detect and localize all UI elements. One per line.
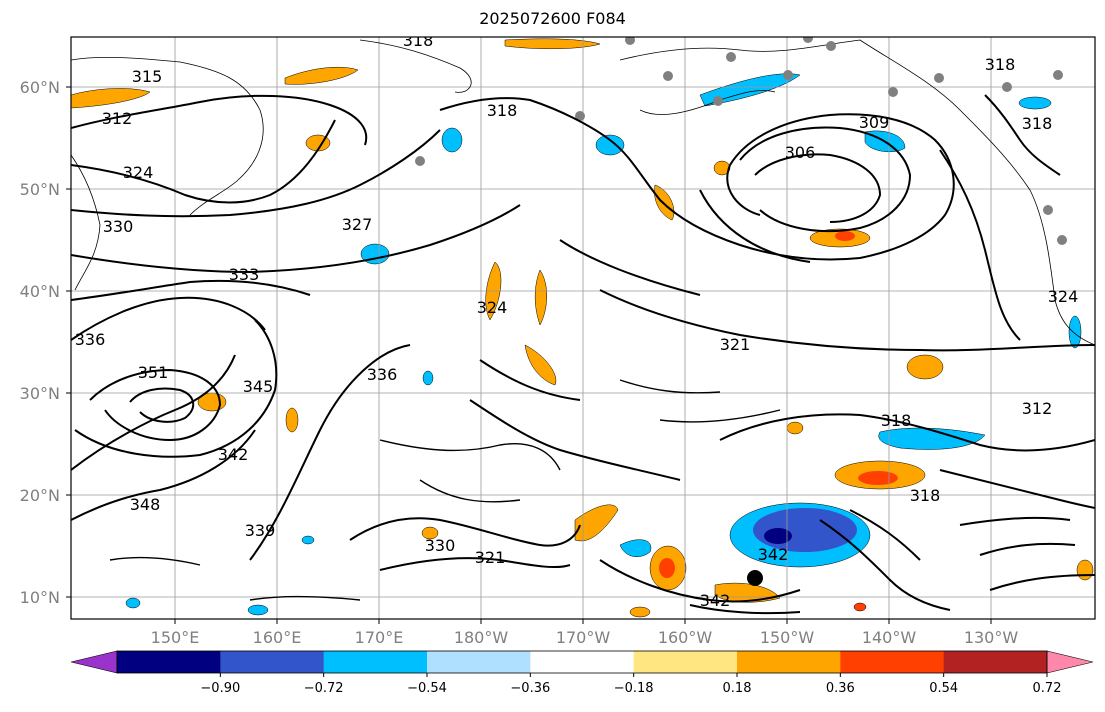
lat-axis: 10°N 20°N 30°N 40°N 50°N 60°N [20,78,71,607]
contour-label: 321 [475,548,506,567]
contour-labels: 318 315 312 324 330 327 333 336 351 345 … [75,31,1079,610]
contour-label: 318 [910,486,941,505]
contour-label: 330 [103,217,134,236]
colorbar-segment [530,651,635,673]
lat-label: 20°N [20,486,60,505]
lat-label: 30°N [20,384,60,403]
contour-label: 336 [367,365,398,384]
secondary-contours [109,379,781,601]
contour-label: 339 [245,521,276,540]
contour-label: 348 [130,495,161,514]
colorbar-tick-label: 0.54 [929,681,958,696]
contour-label: 330 [425,536,456,555]
colorbar-tick-label: 0.36 [826,681,855,696]
height-contours [71,94,1095,615]
colorbar-segment [840,651,945,673]
contour-label: 312 [1022,399,1053,418]
contour-label: 321 [720,335,751,354]
contour-label: 324 [477,298,508,317]
colorbar-extend-low [70,650,118,674]
contour-label: 318 [1022,114,1053,133]
colorbar-segment [117,651,221,673]
colorbar-tick-label: −0.72 [304,681,344,696]
colorbar: −0.90 −0.72 −0.54 −0.36 −0.18 0.18 0.36 0.54 0.7… [70,650,1094,696]
colorbar-tick-label: −0.36 [510,681,550,696]
contour-label: 336 [75,330,106,349]
colorbar-tick-label: 0.72 [1033,681,1062,696]
contour-label: 312 [102,109,133,128]
lon-label: 140°W [862,628,917,647]
lon-axis: 150°E 160°E 170°E 180°W 170°W 160°W 150°… [151,619,1019,647]
lat-label: 10°N [20,588,60,607]
contour-label: 315 [132,67,163,86]
contour-label: 318 [487,101,518,120]
lon-label: 160°E [253,628,302,647]
lat-label: 50°N [20,180,60,199]
contour-label: 333 [229,265,260,284]
colorbar-tick-label: −0.18 [614,681,654,696]
colorbar-tick-label: −0.90 [200,681,240,696]
colorbar-tick-label: 0.18 [723,681,752,696]
colorbar-tick-label: −0.54 [407,681,447,696]
colorbar-segment [633,651,738,673]
colorbar-extend-high [1046,650,1094,674]
contour-label: 318 [881,411,912,430]
map-title: 2025072600 F084 [479,9,626,28]
contour-label: 342 [758,545,789,564]
map-panel: 318 315 312 324 330 327 333 336 351 345 … [71,31,1095,619]
station-dots [415,37,1067,245]
contour-label: 324 [1048,287,1079,306]
lon-label: 170°E [355,628,404,647]
contour-label: 318 [985,55,1016,74]
contour-label: 351 [138,363,169,382]
lon-label: 160°W [658,628,713,647]
lat-label: 40°N [20,282,60,301]
lon-label: 180°W [454,628,509,647]
colorbar-segment [943,651,1048,673]
lon-label: 150°W [760,628,815,647]
colorbar-frame [116,650,1048,674]
colorbar-segment [323,651,428,673]
gridlines [71,37,1095,619]
contour-label: 345 [243,377,274,396]
lon-label: 130°W [964,628,1019,647]
colorbar-segment [220,651,325,673]
lon-label: 150°E [151,628,200,647]
contour-label: 318 [403,31,434,50]
contour-label: 342 [218,445,249,464]
lon-label: 170°W [556,628,611,647]
contour-label: 342 [700,591,731,610]
contour-label: 309 [859,113,890,132]
contour-label: 327 [342,215,373,234]
colorbar-segment [427,651,531,673]
colorbar-segment [737,651,841,673]
lat-label: 60°N [20,78,60,97]
contour-label: 306 [785,143,816,162]
storm-marker [747,570,763,586]
contour-label: 324 [123,163,154,182]
